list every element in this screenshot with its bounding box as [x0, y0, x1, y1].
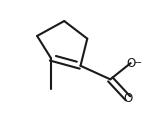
- Text: −: −: [134, 58, 142, 68]
- Text: O: O: [123, 92, 133, 105]
- Text: O: O: [126, 57, 135, 70]
